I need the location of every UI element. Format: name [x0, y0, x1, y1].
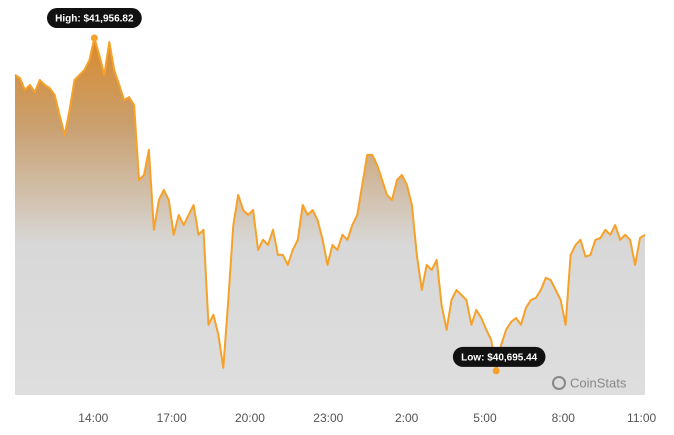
annotation: High: $41,956.82 [55, 14, 134, 25]
line [14, 37, 646, 372]
high-marker [90, 34, 98, 42]
low-marker [492, 367, 500, 375]
high-annotation: High: $41,956.82 [46, 8, 142, 29]
watermark-group: CoinStats [552, 375, 627, 390]
annotation-box [452, 346, 546, 367]
x-tick-label: 17:00 [157, 411, 187, 425]
area [15, 38, 645, 395]
x-tick-label: 2:00 [395, 411, 419, 425]
annotation: Low: $40,695.44 [461, 353, 538, 364]
x-tick-label: 14:00 [78, 411, 108, 425]
x-tick-label: 20:00 [235, 411, 265, 425]
axis-band [0, 395, 674, 435]
x-tick-label: 5:00 [473, 411, 497, 425]
x-tick-label: 11:00 [627, 411, 656, 425]
watermark-icon [552, 376, 566, 390]
x-tick-label: 23:00 [313, 411, 343, 425]
x-tick-label: 8:00 [552, 411, 576, 425]
annotation-box [46, 8, 142, 29]
watermark: CoinStats [570, 375, 627, 390]
low-annotation: Low: $40,695.44 [452, 346, 546, 367]
